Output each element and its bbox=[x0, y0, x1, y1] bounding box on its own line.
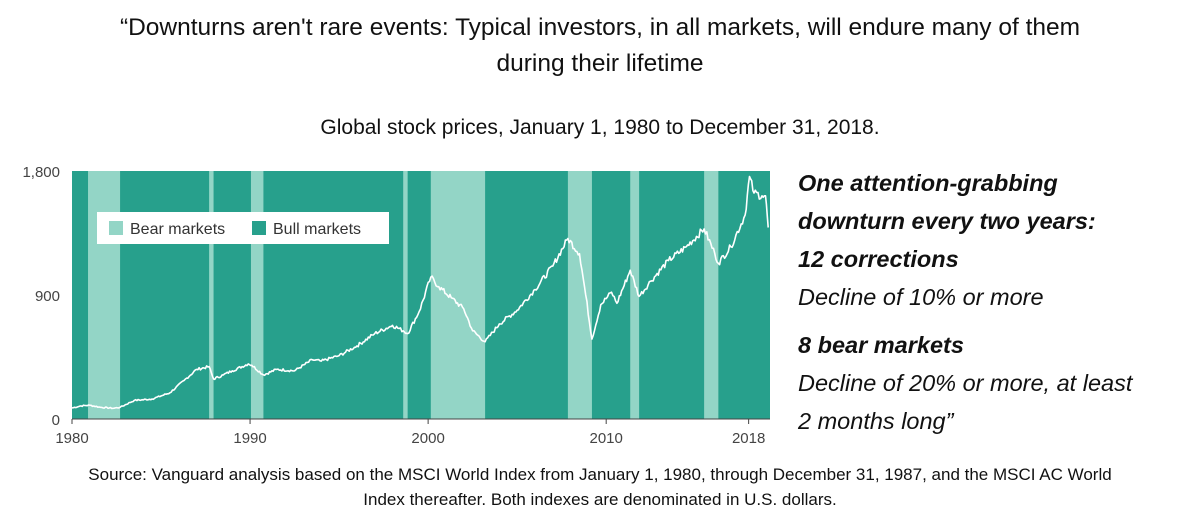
bear-market-band-4 bbox=[403, 171, 408, 419]
chart-legend: Bear markets Bull markets bbox=[97, 212, 389, 244]
plot-background bbox=[72, 171, 770, 419]
y-tick-label: 0 bbox=[52, 412, 60, 429]
legend-label-bull: Bull markets bbox=[273, 221, 361, 238]
legend-background bbox=[97, 212, 389, 244]
x-tick-label: 2010 bbox=[589, 430, 622, 447]
bear-market-band-8 bbox=[704, 171, 719, 419]
x-axis: 1980 1990 2000 2010 2018 bbox=[55, 418, 770, 447]
source-line-2: Index thereafter. Both indexes are denom… bbox=[363, 490, 837, 509]
bear-market-band-6 bbox=[567, 171, 592, 419]
x-tick-label: 2018 bbox=[732, 430, 765, 447]
series-line-global-stock-prices bbox=[71, 175, 769, 410]
legend-label-bear: Bear markets bbox=[130, 221, 225, 238]
side-line-2: downturn every two years: bbox=[798, 208, 1096, 234]
y-axis: 0 900 1,800 bbox=[22, 164, 60, 429]
stock-price-chart: 0 900 1,800 1980 1990 2000 2010 2018 Bear mark… bbox=[22, 164, 770, 447]
source-line-1: Source: Vanguard analysis based on the M… bbox=[88, 465, 1112, 484]
side-line-bear-def-2: 2 months long” bbox=[798, 408, 954, 434]
bear-market-band-5 bbox=[430, 171, 486, 419]
legend-swatch-bear bbox=[109, 221, 123, 235]
side-line-bear-markets: 8 bear markets bbox=[798, 332, 964, 358]
source-note: Source: Vanguard analysis based on the M… bbox=[0, 462, 1200, 512]
x-tick-label: 1980 bbox=[55, 430, 88, 447]
bear-market-band-7 bbox=[630, 171, 640, 419]
side-line-corrections: 12 corrections bbox=[798, 246, 959, 272]
chart-subtitle: Global stock prices, January 1, 1980 to … bbox=[320, 116, 880, 139]
side-line-1: One attention-grabbing bbox=[798, 170, 1058, 196]
legend-swatch-bull bbox=[252, 221, 266, 235]
side-panel: One attention-grabbing downturn every tw… bbox=[798, 164, 1198, 440]
y-tick-label: 900 bbox=[35, 288, 60, 305]
bear-market-band-3 bbox=[250, 171, 264, 419]
side-line-corrections-def: Decline of 10% or more bbox=[798, 284, 1044, 310]
bear-market-band-2 bbox=[209, 171, 214, 419]
quote-heading: “Downturns aren't rare events: Typical i… bbox=[40, 10, 1160, 82]
side-line-bear-def-1: Decline of 20% or more, at least bbox=[798, 370, 1133, 396]
quote-line-1: “Downturns aren't rare events: Typical i… bbox=[119, 14, 1081, 41]
quote-line-2: during their lifetime bbox=[496, 50, 704, 77]
x-tick-label: 1990 bbox=[233, 430, 266, 447]
y-tick-label: 1,800 bbox=[22, 164, 60, 181]
x-tick-label: 2000 bbox=[411, 430, 444, 447]
bear-market-band-1 bbox=[88, 171, 121, 419]
